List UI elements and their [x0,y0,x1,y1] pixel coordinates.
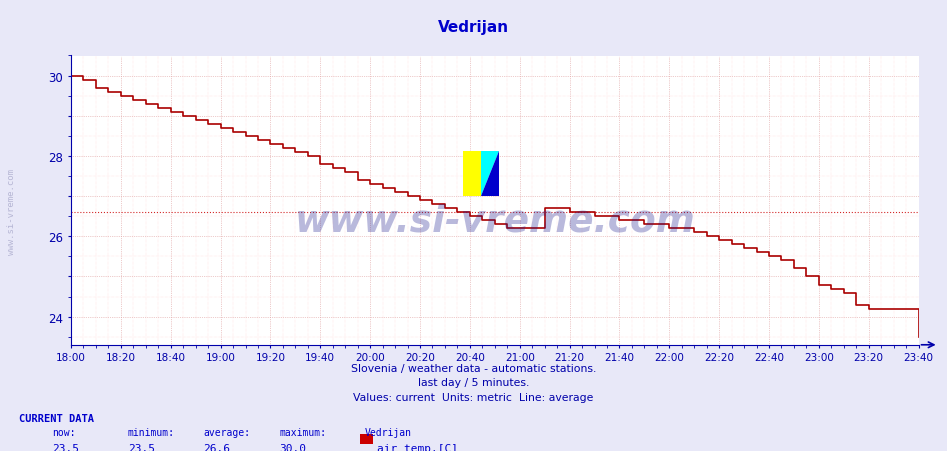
Text: air temp.[C]: air temp.[C] [377,443,458,451]
Text: www.si-vreme.com: www.si-vreme.com [7,169,16,255]
Text: 26.6: 26.6 [204,443,231,451]
Bar [463,152,481,197]
Polygon shape [481,152,499,197]
Text: CURRENT DATA: CURRENT DATA [19,413,94,423]
Text: now:: now: [52,428,76,437]
Text: 23.5: 23.5 [128,443,155,451]
Text: www.si-vreme.com: www.si-vreme.com [295,203,695,239]
Text: maximum:: maximum: [279,428,327,437]
Text: Slovenia / weather data - automatic stations.: Slovenia / weather data - automatic stat… [350,363,597,373]
Text: Vedrijan: Vedrijan [438,20,509,35]
Text: 30.0: 30.0 [279,443,307,451]
Polygon shape [481,152,499,197]
Text: last day / 5 minutes.: last day / 5 minutes. [418,377,529,387]
Text: Vedrijan: Vedrijan [365,428,412,437]
Text: Values: current  Units: metric  Line: average: Values: current Units: metric Line: aver… [353,392,594,402]
Text: 23.5: 23.5 [52,443,80,451]
Text: average:: average: [204,428,251,437]
Text: minimum:: minimum: [128,428,175,437]
